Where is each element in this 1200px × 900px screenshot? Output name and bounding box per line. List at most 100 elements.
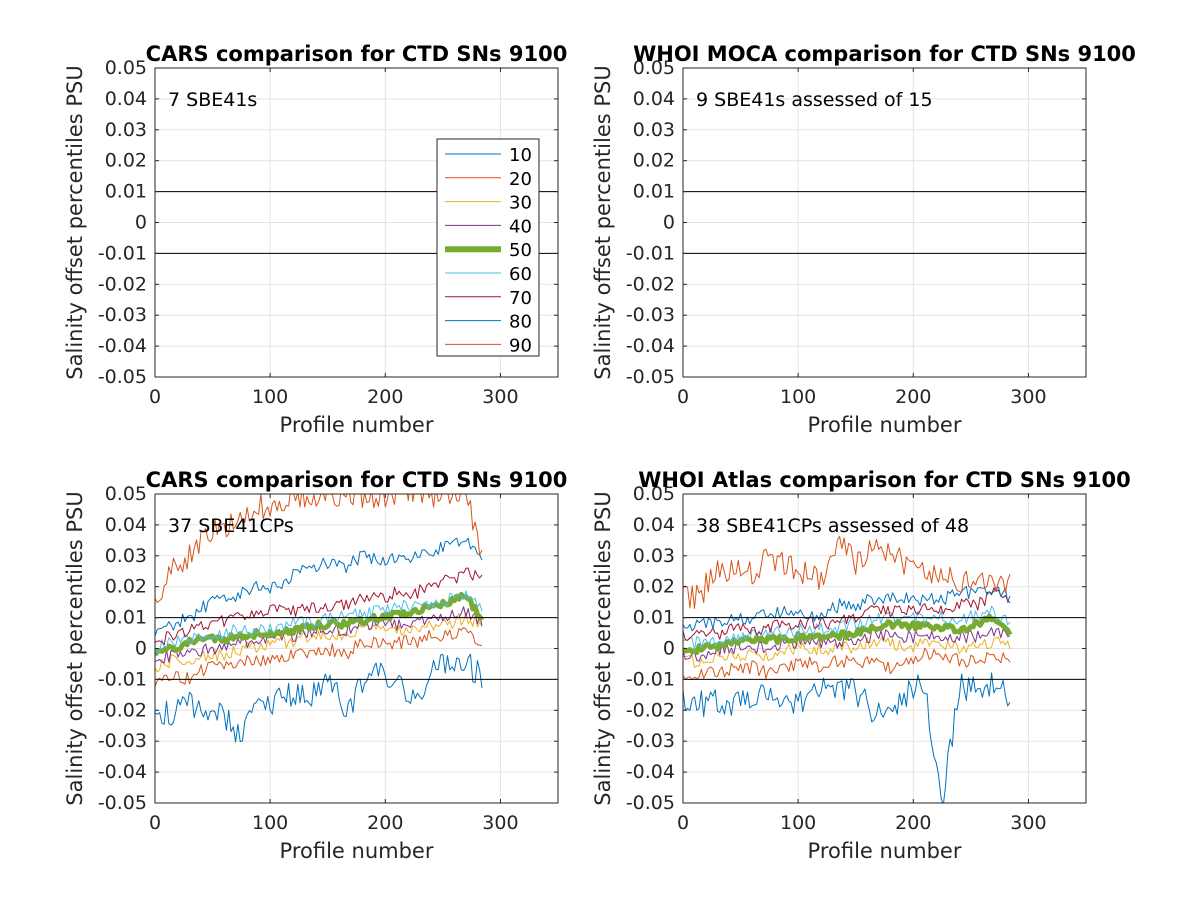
float-count-annotation: 7 SBE41s	[168, 89, 257, 111]
series-line-30	[155, 612, 483, 673]
y-tick-label: 0	[135, 638, 147, 660]
x-tick-label: 200	[367, 386, 403, 408]
y-tick-label: 0.04	[633, 88, 675, 110]
series-line-10	[155, 653, 483, 743]
series-line-80	[683, 585, 1011, 632]
series-line-70	[683, 587, 1011, 641]
y-tick-label: -0.02	[626, 699, 675, 721]
x-tick-label: 200	[895, 812, 931, 834]
y-tick-label: -0.01	[98, 242, 147, 264]
series-line-50	[683, 613, 1013, 656]
series-line-70	[155, 567, 483, 646]
y-tick-label: -0.01	[626, 668, 675, 690]
y-tick-label: 0	[663, 212, 675, 234]
x-tick-label: 300	[1010, 812, 1046, 834]
y-tick-label: -0.05	[626, 792, 675, 814]
y-tick-label: -0.03	[98, 730, 147, 752]
y-tick-label: -0.05	[98, 366, 147, 388]
x-tick-label: 300	[482, 812, 518, 834]
y-axis-label: Salinity offset percentiles PSU	[63, 65, 87, 379]
y-tick-label: 0	[663, 638, 675, 660]
y-axis-label: Salinity offset percentiles PSU	[591, 65, 615, 379]
y-tick-label: 0.03	[105, 119, 147, 141]
legend-label-80: 80	[509, 312, 532, 333]
y-tick-label: 0.03	[633, 119, 675, 141]
y-tick-label: 0.05	[105, 57, 147, 79]
float-count-annotation: 37 SBE41CPs	[168, 515, 294, 537]
x-tick-label: 100	[780, 812, 816, 834]
y-tick-label: -0.01	[626, 242, 675, 264]
x-tick-label: 300	[482, 386, 518, 408]
y-tick-label: 0.05	[633, 483, 675, 505]
legend-label-40: 40	[509, 216, 532, 237]
x-tick-label: 100	[780, 386, 816, 408]
y-tick-label: 0.03	[105, 545, 147, 567]
x-axis-label: Profile number	[808, 413, 962, 437]
panel-title: CARS comparison for CTD SNs 9100	[146, 42, 568, 66]
float-count-annotation: 38 SBE41CPs assessed of 48	[696, 515, 969, 537]
x-tick-label: 300	[1010, 386, 1046, 408]
legend-label-60: 60	[509, 264, 532, 285]
y-tick-label: -0.03	[626, 730, 675, 752]
y-tick-label: 0.02	[633, 150, 675, 172]
panel-title: WHOI MOCA comparison for CTD SNs 9100	[633, 42, 1136, 66]
x-tick-label: 200	[367, 812, 403, 834]
legend-label-30: 30	[509, 193, 532, 214]
y-tick-label: -0.02	[98, 699, 147, 721]
x-tick-label: 0	[149, 812, 161, 834]
series-line-50	[155, 591, 485, 657]
y-tick-label: -0.04	[98, 761, 147, 783]
x-tick-label: 0	[677, 386, 689, 408]
series-line-60	[683, 605, 1011, 651]
panel-whoi-atlas: Profile number Salinity offset percentil…	[591, 468, 1131, 863]
y-tick-label: 0.02	[105, 150, 147, 172]
y-tick-label: 0.03	[633, 545, 675, 567]
x-tick-label: 100	[252, 386, 288, 408]
series-line-20	[683, 647, 1011, 681]
x-axis-label: Profile number	[280, 413, 434, 437]
y-tick-label: 0	[135, 212, 147, 234]
legend-label-90: 90	[509, 335, 532, 356]
panel-title: WHOI Atlas comparison for CTD SNs 9100	[638, 468, 1131, 492]
x-axis-label: Profile number	[808, 839, 962, 863]
series-line-60	[155, 590, 483, 653]
legend-label-70: 70	[509, 288, 532, 309]
series-line-80	[155, 537, 483, 637]
y-tick-label: 0.05	[105, 483, 147, 505]
y-tick-label: -0.04	[626, 335, 675, 357]
legend-label-20: 20	[509, 169, 532, 190]
y-tick-label: 0.01	[633, 607, 675, 629]
y-tick-label: 0.04	[633, 514, 675, 536]
series-line-20	[155, 627, 483, 687]
y-tick-label: 0.02	[105, 576, 147, 598]
series-line-30	[683, 636, 1011, 668]
y-axis-label: Salinity offset percentiles PSU	[591, 491, 615, 805]
panel-cars-sbe41: Profile number Salinity offset percentil…	[63, 42, 567, 437]
series-line-90	[683, 535, 1011, 609]
y-tick-label: -0.02	[98, 273, 147, 295]
y-tick-label: 0.01	[105, 181, 147, 203]
y-tick-label: 0.01	[633, 181, 675, 203]
y-tick-label: -0.04	[626, 761, 675, 783]
float-count-annotation: 9 SBE41s assessed of 15	[696, 89, 933, 111]
x-tick-label: 100	[252, 812, 288, 834]
series-group	[155, 494, 485, 743]
y-axis-label: Salinity offset percentiles PSU	[63, 491, 87, 805]
y-tick-label: -0.03	[626, 304, 675, 326]
legend-label-10: 10	[509, 145, 532, 166]
x-tick-label: 0	[149, 386, 161, 408]
x-axis-label: Profile number	[280, 839, 434, 863]
y-tick-label: 0.04	[105, 88, 147, 110]
y-tick-label: -0.02	[626, 273, 675, 295]
y-tick-label: 0.04	[105, 514, 147, 536]
y-tick-label: 0.05	[633, 57, 675, 79]
y-tick-label: 0.01	[105, 607, 147, 629]
panel-whoi-moca: Profile number Salinity offset percentil…	[591, 42, 1136, 437]
y-tick-label: -0.01	[98, 668, 147, 690]
series-line-90	[155, 494, 483, 603]
y-tick-label: 0.02	[633, 576, 675, 598]
y-tick-label: -0.05	[98, 792, 147, 814]
x-tick-label: 0	[677, 812, 689, 834]
